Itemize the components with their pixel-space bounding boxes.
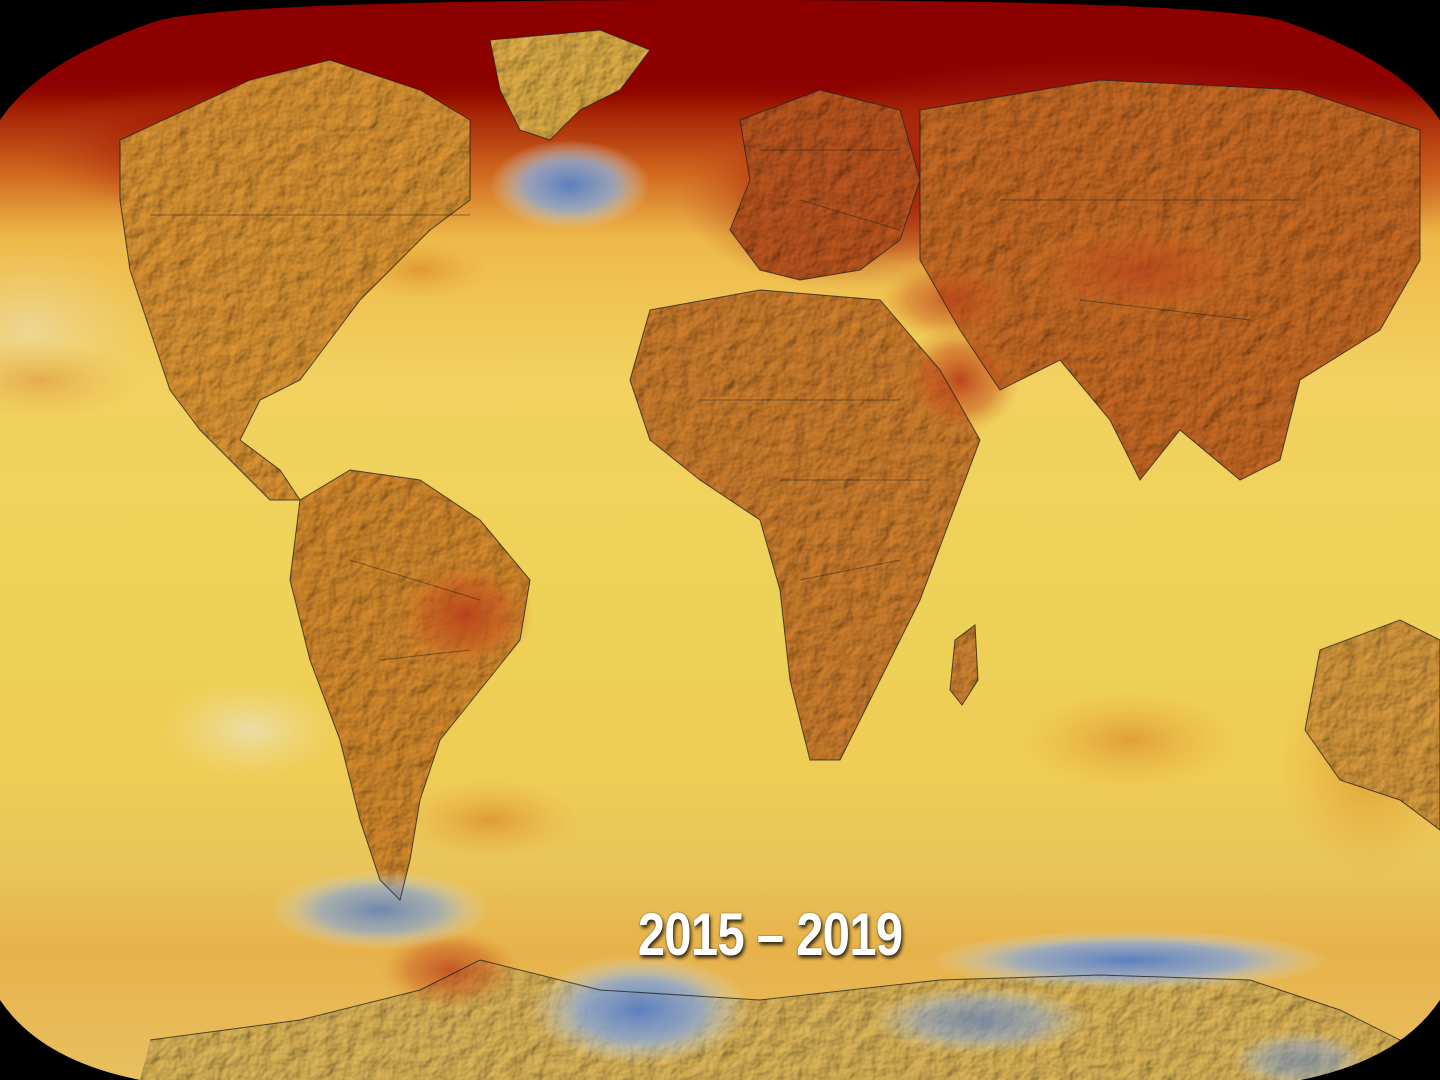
south-atlantic-warm [400,780,580,860]
europe [730,90,920,280]
middle-east-anomaly [880,260,1020,340]
africa [630,290,980,760]
east-antarctica-cold [870,985,1090,1055]
central-asia-anomaly [1020,220,1260,320]
period-label: 2015 – 2019 [637,901,903,968]
madagascar [950,625,978,705]
southern-ocean-cold [930,930,1330,990]
antarctic-peninsula-anomaly [380,930,520,1010]
coastlines [119,29,1440,1051]
weddell-sea-cold [530,955,750,1065]
drake-passage-cold [270,870,490,950]
arabia-anomaly [900,325,1020,435]
indian-ocean-warm [1020,690,1240,790]
greenland [490,30,650,140]
north-atlantic-cold [490,140,650,230]
south-pacific-pale [160,680,340,780]
north-america [120,60,470,500]
amazon-anomaly [395,560,535,670]
pacific-warm-patch [0,340,140,420]
